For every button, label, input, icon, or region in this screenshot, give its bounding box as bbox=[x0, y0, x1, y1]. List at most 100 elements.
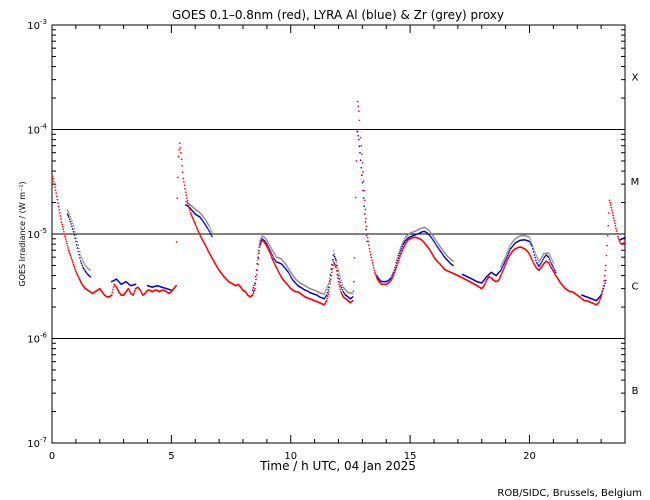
data-point bbox=[74, 237, 76, 239]
data-point bbox=[394, 268, 397, 271]
data-point bbox=[547, 252, 550, 254]
data-point bbox=[66, 213, 69, 215]
data-point bbox=[504, 255, 507, 258]
data-point bbox=[73, 265, 75, 268]
data-point bbox=[201, 219, 204, 222]
data-point bbox=[399, 252, 401, 254]
data-point bbox=[549, 254, 551, 257]
data-point bbox=[608, 212, 610, 214]
data-point bbox=[402, 243, 404, 246]
data-point bbox=[550, 257, 553, 260]
data-point bbox=[76, 241, 79, 243]
data-point bbox=[330, 274, 333, 277]
data-point bbox=[401, 249, 404, 252]
data-point bbox=[501, 270, 504, 273]
y-tick-label: 10-4 bbox=[27, 123, 47, 137]
data-point bbox=[289, 274, 291, 277]
data-point bbox=[365, 225, 368, 228]
data-point bbox=[329, 278, 332, 281]
data-point bbox=[267, 249, 270, 252]
data-point bbox=[191, 216, 194, 219]
data-point bbox=[343, 292, 345, 294]
data-point bbox=[205, 220, 207, 222]
data-point bbox=[273, 252, 276, 255]
data-point bbox=[533, 254, 536, 256]
data-point bbox=[179, 147, 182, 149]
data-point bbox=[602, 284, 605, 287]
data-point bbox=[331, 267, 334, 270]
data-point bbox=[609, 201, 611, 204]
data-point bbox=[401, 245, 404, 248]
data-point bbox=[133, 291, 136, 293]
data-point bbox=[188, 207, 191, 210]
y-tick-label: 10-5 bbox=[27, 227, 47, 241]
data-point bbox=[538, 261, 540, 263]
data-point bbox=[267, 242, 270, 244]
data-point bbox=[536, 256, 538, 259]
data-point bbox=[198, 232, 201, 235]
data-point bbox=[271, 259, 274, 261]
data-point bbox=[366, 233, 368, 235]
data-point bbox=[396, 262, 399, 265]
data-point bbox=[530, 257, 533, 260]
data-point bbox=[323, 298, 326, 300]
data-point bbox=[371, 259, 373, 262]
data-point bbox=[529, 238, 531, 240]
data-point bbox=[505, 254, 508, 256]
data-point bbox=[605, 279, 607, 282]
data-point bbox=[372, 266, 375, 269]
data-point bbox=[274, 260, 277, 262]
data-point bbox=[341, 294, 344, 297]
data-point bbox=[537, 264, 540, 267]
data-point bbox=[270, 246, 272, 249]
data-point bbox=[530, 242, 533, 244]
data-point bbox=[276, 268, 279, 271]
data-point bbox=[372, 264, 374, 267]
data-point bbox=[535, 254, 538, 257]
data-point bbox=[502, 263, 505, 266]
data-point bbox=[528, 240, 531, 243]
data-point bbox=[255, 278, 257, 281]
data-point bbox=[358, 119, 361, 122]
data-point bbox=[369, 253, 372, 256]
data-point bbox=[266, 240, 269, 243]
data-point bbox=[61, 226, 64, 228]
data-point bbox=[75, 271, 78, 274]
data-point bbox=[398, 254, 400, 257]
data-point bbox=[395, 264, 397, 267]
data-point bbox=[624, 241, 626, 243]
data-point bbox=[326, 287, 328, 289]
data-point bbox=[506, 250, 509, 253]
data-point bbox=[75, 237, 78, 240]
data-point bbox=[485, 280, 487, 283]
data-point bbox=[82, 260, 84, 262]
data-point bbox=[360, 167, 363, 169]
data-point bbox=[540, 262, 543, 264]
data-point bbox=[74, 268, 77, 271]
data-point bbox=[337, 267, 339, 270]
data-point bbox=[338, 283, 340, 286]
data-point bbox=[254, 275, 257, 278]
data-point bbox=[550, 262, 552, 264]
data-point bbox=[67, 249, 70, 252]
data-point bbox=[112, 286, 115, 288]
data-point bbox=[57, 202, 59, 204]
data-point bbox=[70, 217, 72, 220]
data-point bbox=[326, 291, 329, 294]
data-point bbox=[324, 290, 327, 292]
x-tick-label: 5 bbox=[168, 451, 174, 462]
data-point bbox=[54, 186, 56, 189]
data-point bbox=[362, 197, 365, 199]
data-point bbox=[399, 250, 402, 252]
data-point bbox=[271, 249, 274, 251]
data-point bbox=[72, 261, 74, 264]
data-point bbox=[337, 277, 339, 279]
y-tick-exponent: -5 bbox=[40, 227, 47, 235]
data-point bbox=[356, 100, 359, 103]
data-point bbox=[539, 258, 542, 261]
data-point bbox=[68, 251, 71, 253]
data-point bbox=[54, 189, 57, 192]
data-point bbox=[401, 242, 404, 244]
data-point bbox=[335, 259, 337, 262]
data-point bbox=[268, 248, 271, 250]
